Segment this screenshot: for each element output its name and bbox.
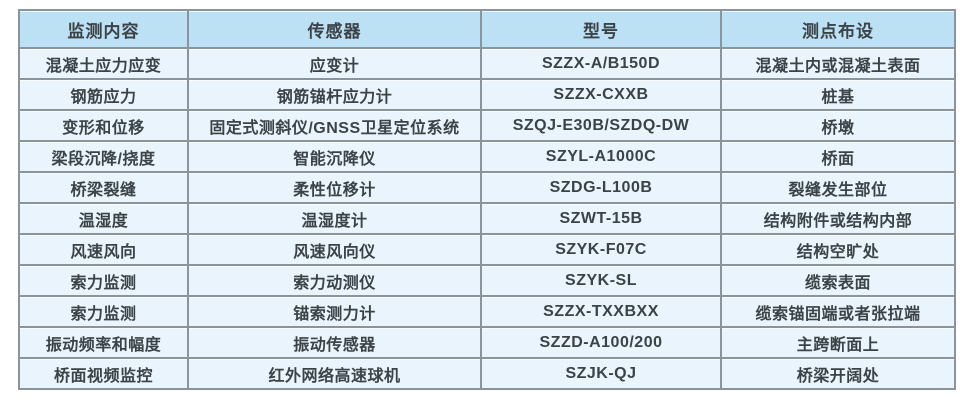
cell-sensor: 锚索测力计 — [187, 295, 482, 328]
cell-sensor: 振动传感器 — [187, 326, 482, 359]
cell-point-layout: 结构附件或结构内部 — [720, 202, 956, 235]
cell-model: SZJK-QJ — [480, 357, 722, 390]
table-row: 桥梁裂缝 柔性位移计 SZDG-L100B 裂缝发生部位 — [18, 171, 956, 204]
cell-sensor: 柔性位移计 — [187, 171, 482, 204]
cell-model: SZZX-TXXBXX — [480, 295, 722, 328]
cell-monitoring-content: 桥梁裂缝 — [18, 171, 189, 204]
cell-monitoring-content: 钢筋应力 — [18, 78, 189, 111]
cell-model: SZQJ-E30B/SZDQ-DW — [480, 109, 722, 142]
table-row: 变形和位移 固定式测斜仪/GNSS卫星定位系统 SZQJ-E30B/SZDQ-D… — [18, 109, 956, 142]
cell-monitoring-content: 振动频率和幅度 — [18, 326, 189, 359]
cell-point-layout: 结构空旷处 — [720, 233, 956, 266]
cell-sensor: 风速风向仪 — [187, 233, 482, 266]
cell-point-layout: 主跨断面上 — [720, 326, 956, 359]
table-row: 索力监测 锚索测力计 SZZX-TXXBXX 缆索锚固端或者张拉端 — [18, 295, 956, 328]
header-model: 型号 — [480, 9, 722, 49]
cell-sensor: 索力动测仪 — [187, 264, 482, 297]
table-header-row: 监测内容 传感器 型号 测点布设 — [18, 9, 956, 49]
table-row: 梁段沉降/挠度 智能沉降仪 SZYL-A1000C 桥面 — [18, 140, 956, 173]
cell-point-layout: 缆索表面 — [720, 264, 956, 297]
cell-monitoring-content: 梁段沉降/挠度 — [18, 140, 189, 173]
sensor-spec-table: 监测内容 传感器 型号 测点布设 混凝土应力应变 应变计 SZZX-A/B150… — [18, 9, 956, 390]
cell-sensor: 固定式测斜仪/GNSS卫星定位系统 — [187, 109, 482, 142]
table-row: 混凝土应力应变 应变计 SZZX-A/B150D 混凝土内或混凝土表面 — [18, 47, 956, 80]
header-measuring-point-layout: 测点布设 — [720, 9, 956, 49]
cell-monitoring-content: 温湿度 — [18, 202, 189, 235]
cell-model: SZDG-L100B — [480, 171, 722, 204]
cell-sensor: 温湿度计 — [187, 202, 482, 235]
cell-point-layout: 桥面 — [720, 140, 956, 173]
table-row: 风速风向 风速风向仪 SZYK-F07C 结构空旷处 — [18, 233, 956, 266]
table-row: 桥面视频监控 红外网络高速球机 SZJK-QJ 桥梁开阔处 — [18, 357, 956, 390]
cell-monitoring-content: 桥面视频监控 — [18, 357, 189, 390]
cell-point-layout: 裂缝发生部位 — [720, 171, 956, 204]
cell-monitoring-content: 风速风向 — [18, 233, 189, 266]
cell-model: SZWT-15B — [480, 202, 722, 235]
cell-sensor: 钢筋锚杆应力计 — [187, 78, 482, 111]
cell-model: SZYK-F07C — [480, 233, 722, 266]
cell-sensor: 智能沉降仪 — [187, 140, 482, 173]
cell-model: SZYL-A1000C — [480, 140, 722, 173]
cell-monitoring-content: 变形和位移 — [18, 109, 189, 142]
cell-monitoring-content: 索力监测 — [18, 295, 189, 328]
cell-monitoring-content: 索力监测 — [18, 264, 189, 297]
header-monitoring-content: 监测内容 — [18, 9, 189, 49]
cell-sensor: 红外网络高速球机 — [187, 357, 482, 390]
cell-model: SZZD-A100/200 — [480, 326, 722, 359]
cell-point-layout: 缆索锚固端或者张拉端 — [720, 295, 956, 328]
cell-point-layout: 桩基 — [720, 78, 956, 111]
cell-model: SZZX-CXXB — [480, 78, 722, 111]
cell-model: SZZX-A/B150D — [480, 47, 722, 80]
cell-point-layout: 混凝土内或混凝土表面 — [720, 47, 956, 80]
table-row: 温湿度 温湿度计 SZWT-15B 结构附件或结构内部 — [18, 202, 956, 235]
cell-sensor: 应变计 — [187, 47, 482, 80]
header-sensor: 传感器 — [187, 9, 482, 49]
table-row: 振动频率和幅度 振动传感器 SZZD-A100/200 主跨断面上 — [18, 326, 956, 359]
cell-point-layout: 桥墩 — [720, 109, 956, 142]
cell-monitoring-content: 混凝土应力应变 — [18, 47, 189, 80]
table-row: 钢筋应力 钢筋锚杆应力计 SZZX-CXXB 桩基 — [18, 78, 956, 111]
cell-point-layout: 桥梁开阔处 — [720, 357, 956, 390]
table-row: 索力监测 索力动测仪 SZYK-SL 缆索表面 — [18, 264, 956, 297]
cell-model: SZYK-SL — [480, 264, 722, 297]
